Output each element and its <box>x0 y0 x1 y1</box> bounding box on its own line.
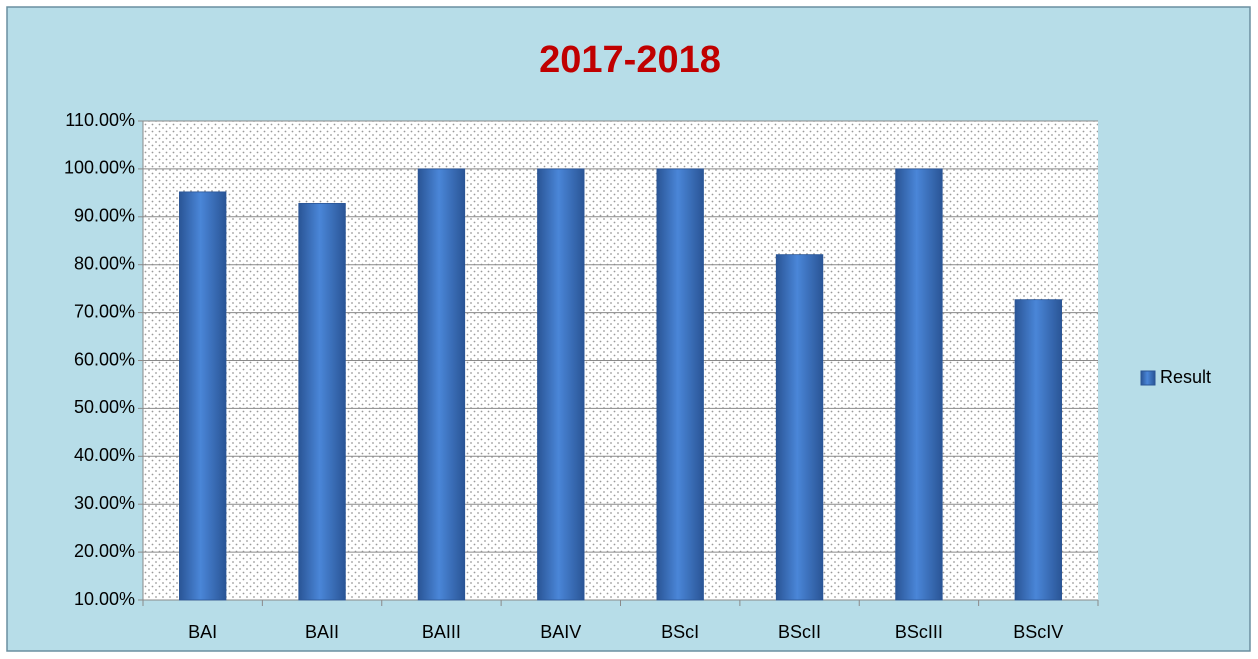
bar <box>298 202 346 601</box>
legend-label: Result <box>1160 367 1211 387</box>
x-tick-label: BScIV <box>1013 622 1063 642</box>
y-tick-label: 30.00% <box>74 493 135 513</box>
chart-title: 2017-2018 <box>539 39 721 81</box>
legend-swatch <box>1140 370 1156 386</box>
y-tick-label: 10.00% <box>74 589 135 609</box>
x-tick-label: BScI <box>661 622 699 642</box>
x-tick-label: BAIV <box>540 622 581 642</box>
y-tick-label: 60.00% <box>74 349 135 369</box>
bar <box>537 168 585 601</box>
x-tick-label: BAII <box>305 622 339 642</box>
bar <box>417 168 466 601</box>
bar <box>179 191 227 601</box>
bar <box>775 254 824 601</box>
x-tick-label: BAI <box>188 622 217 642</box>
y-tick-label: 90.00% <box>74 206 135 226</box>
bar <box>895 168 943 601</box>
y-tick-label: 100.00% <box>64 158 135 178</box>
y-tick-label: 80.00% <box>74 253 135 273</box>
bar <box>1014 299 1062 601</box>
x-tick-label: BScII <box>778 622 821 642</box>
x-tick-label: BAIII <box>422 622 461 642</box>
y-tick-label: 40.00% <box>74 445 135 465</box>
y-tick-label: 50.00% <box>74 397 135 417</box>
y-tick-label: 110.00% <box>65 110 135 130</box>
x-tick-label: BScIII <box>895 622 943 642</box>
y-tick-label: 70.00% <box>74 301 135 321</box>
y-tick-label: 20.00% <box>74 541 135 561</box>
bar <box>656 168 704 601</box>
